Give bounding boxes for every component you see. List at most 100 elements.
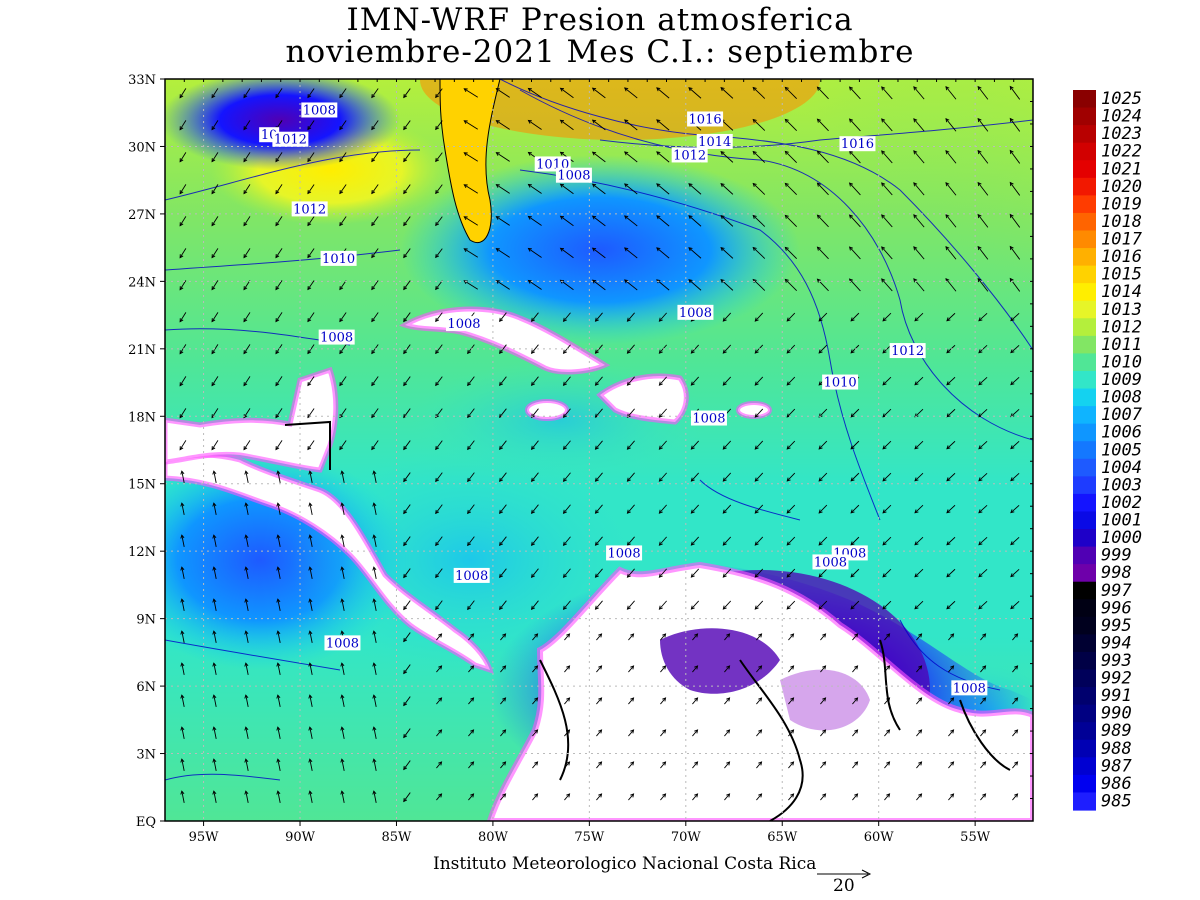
wind-arrow [211,312,219,323]
wind-arrow [527,215,542,226]
low-pressure-us-coast [165,79,400,170]
wind-arrow [784,278,797,291]
wind-arrow [820,729,827,737]
wind-arrow [212,630,217,643]
wind-arrow [752,182,766,195]
wind-arrow [564,761,571,769]
lat-tick-label: 24N [128,275,156,290]
wind-arrow [980,761,987,769]
wind-arrow [530,504,539,515]
wind-arrow [180,470,185,483]
colorbar: 1025102410231022102110201019101810171016… [1073,89,1143,811]
wind-arrow [756,697,763,705]
wind-arrow [658,504,667,514]
colorbar-label: 1011 [1101,335,1142,355]
wind-arrow [307,152,315,163]
wind-arrow [308,790,313,803]
isobar-label: 1014 [696,133,733,150]
wind-arrow [818,408,828,418]
colorbar-label: 997 [1101,581,1132,601]
wind-arrow [243,280,251,291]
wind-arrow [820,697,827,705]
wind-arrow [276,694,281,707]
svg-text:1008: 1008 [557,169,590,184]
wind-arrow [1010,473,1020,482]
wind-arrow [626,600,635,610]
wind-arrow [596,697,603,705]
wind-arrow [340,534,345,547]
wind-arrow [624,183,638,195]
isobar-label: 1008 [677,304,714,321]
wind-arrow [690,536,700,546]
wind-arrow [180,566,185,579]
wind-arrow [530,344,539,355]
wind-arrow [688,215,702,227]
wind-arrow [1009,85,1021,100]
colorbar-swatch [1073,529,1096,548]
wind-arrow [562,504,571,514]
wind-arrow [244,726,249,739]
wind-arrow [532,761,539,769]
colorbar-swatch [1073,353,1096,372]
lon-tick-label: 55W [960,830,991,845]
lat-tick-label: 15N [128,478,156,493]
colorbar-label: 1024 [1101,107,1142,127]
isobar-label: 1012 [889,343,926,359]
wind-arrow [308,694,313,707]
wind-arrow [436,665,443,673]
wind-arrow [562,536,571,546]
wind-arrow [914,536,924,546]
wind-arrow [276,566,281,579]
wind-arrow [722,600,732,610]
wind-arrow [756,793,763,801]
wind-arrow [658,600,667,610]
isobar-label: 1012 [671,147,708,163]
wind-arrow [180,598,185,611]
wind-arrow [946,600,956,610]
colorbar-swatch [1073,651,1096,671]
lon-tick-label: 90W [285,830,316,845]
wind-arrow [913,118,925,132]
wind-arrow [1012,729,1019,737]
colorbar-label: 1018 [1101,212,1142,232]
wind-arrow [532,633,539,641]
wind-arrow [626,536,635,546]
jamaica [525,399,569,421]
colorbar-swatch [1073,599,1096,618]
wind-arrow [276,790,281,803]
wind-arrow [591,215,606,227]
wind-arrow [179,440,187,451]
wind-arrow [884,633,891,641]
colorbar-label: 996 [1101,598,1132,618]
wind-arrow [212,534,217,547]
wind-arrow [692,697,699,705]
wind-arrow [916,793,923,801]
wind-arrow [624,247,638,259]
wind-arrow [564,697,571,705]
wind-arrow [980,729,987,737]
colorbar-label: 988 [1101,739,1132,759]
wind-arrow [212,726,217,739]
wind-arrow [371,440,379,451]
wind-arrow [244,758,249,771]
wind-arrow [435,536,443,547]
wind-arrow [371,248,379,259]
wind-arrow [275,440,283,451]
wind-arrow [276,502,281,515]
wind-arrow [848,246,861,260]
wind-arrow [692,665,699,673]
wind-arrow [656,215,670,227]
wind-arrow [945,182,957,196]
wind-arrow [977,277,989,292]
wind-arrow [275,376,283,387]
land-masses [165,79,1033,821]
wind-arrow [308,630,313,643]
wind-arrow [752,118,766,131]
wind-arrow [594,600,603,610]
svg-text:1008: 1008 [447,317,480,332]
wind-arrow [626,472,635,482]
wind-arrow [818,568,828,578]
wind-arrow [688,87,702,99]
svg-text:1008: 1008 [303,103,336,118]
wind-arrow [660,633,667,641]
